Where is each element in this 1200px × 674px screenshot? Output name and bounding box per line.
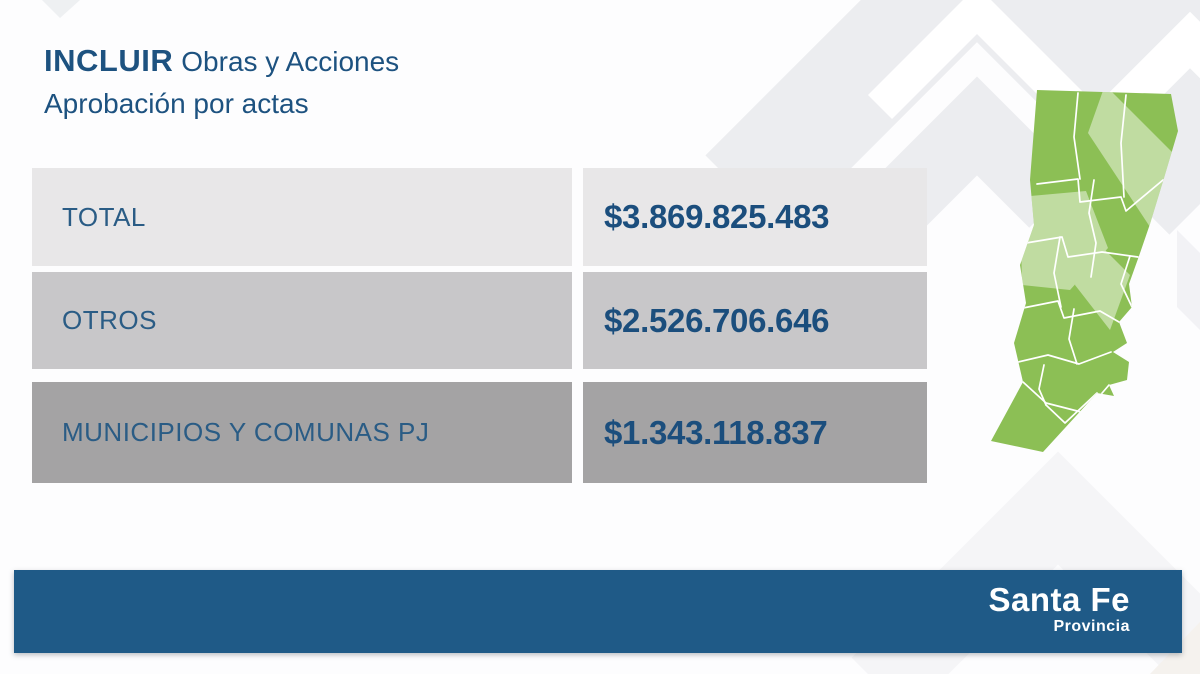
row-value-text: $3.869.825.483 (604, 198, 830, 235)
table-row-label-total: TOTAL (32, 168, 572, 266)
row-value-text: $2.526.706.646 (604, 301, 830, 339)
table-row-value-total: $3.869.825.483 (583, 168, 927, 266)
santa-fe-province-map-icon (991, 90, 1178, 452)
footer-tagline-text: Provincia (1053, 618, 1130, 635)
table-row-value-municipios: $1.343.118.837 (583, 382, 927, 483)
santa-fe-logo: Santa Fe Provincia (988, 582, 1130, 636)
row-label-text: OTROS (62, 305, 157, 335)
table-row-label-municipios: MUNICIPIOS Y COMUNAS PJ (32, 382, 572, 483)
slide-title: INCLUIR Obras y Acciones Aprobación por … (44, 40, 399, 124)
row-label-text: TOTAL (62, 201, 146, 232)
title-line: INCLUIR Obras y Acciones (44, 40, 399, 83)
table-row-value-otros: $2.526.706.646 (583, 272, 927, 369)
table-row-label-otros: OTROS (32, 272, 572, 369)
footer-bar: Santa Fe Provincia (14, 570, 1182, 653)
footer-brand-text: Santa Fe (988, 581, 1130, 618)
row-label-text: MUNICIPIOS Y COMUNAS PJ (62, 417, 430, 447)
program-name: INCLUIR (44, 43, 174, 78)
slide-subtitle: Aprobación por actas (44, 88, 309, 119)
row-value-text: $1.343.118.837 (604, 413, 828, 451)
title-rest: Obras y Acciones (181, 46, 400, 77)
